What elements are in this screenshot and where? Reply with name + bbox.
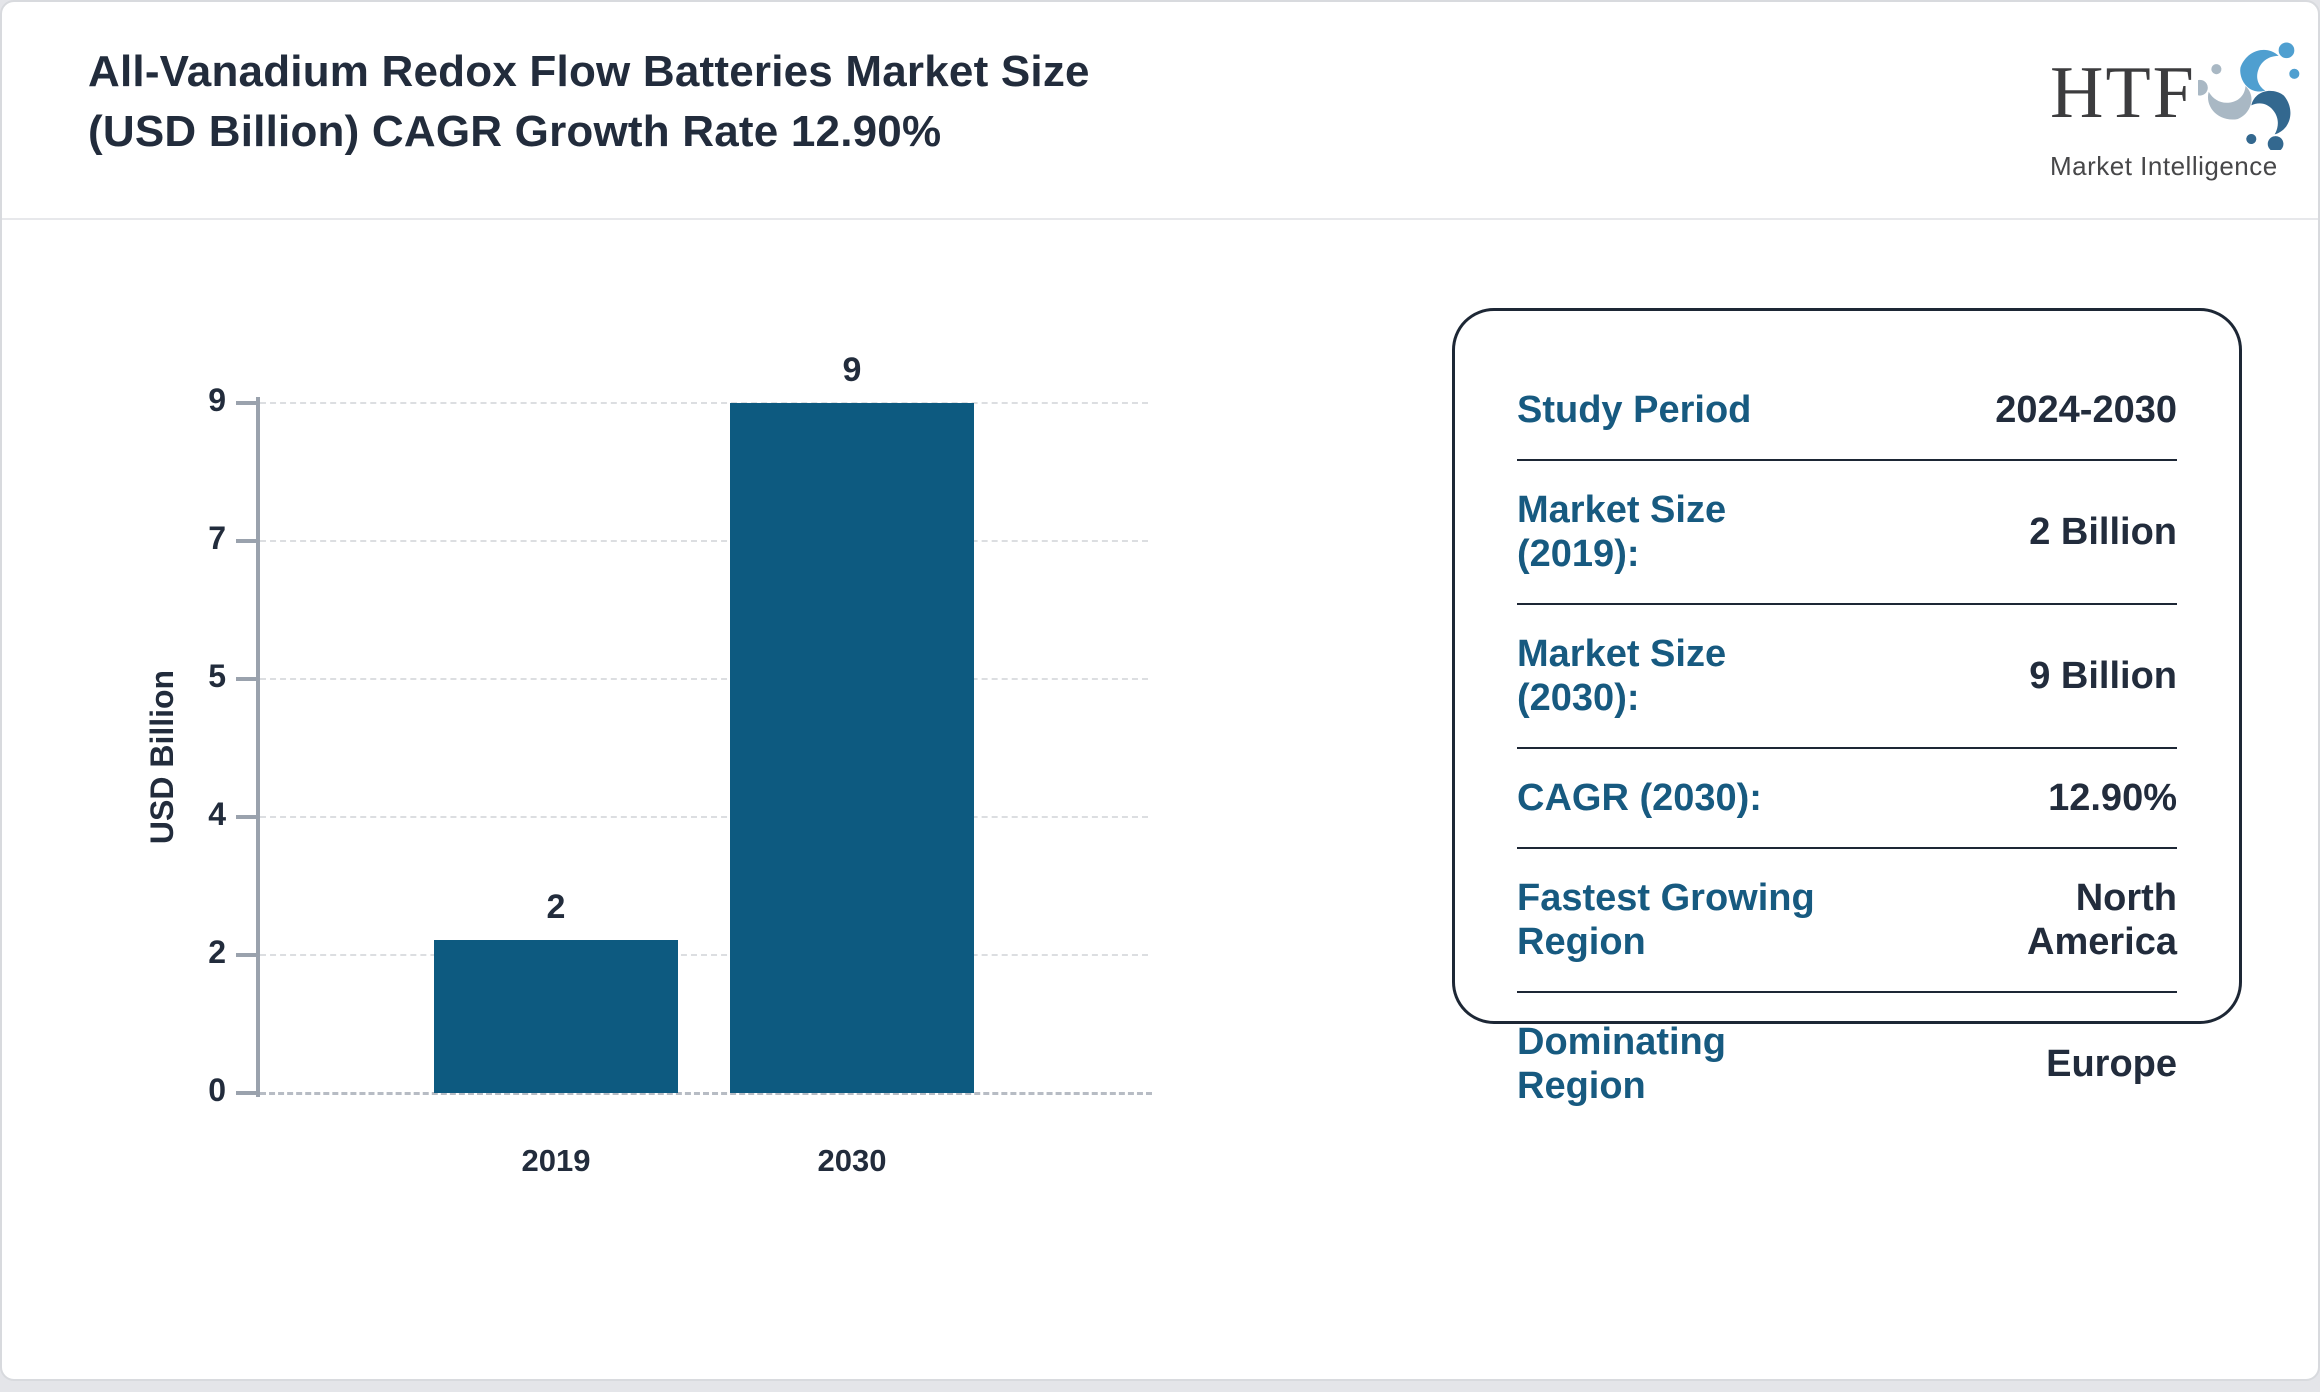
htf-logo: HTF — [2050, 38, 2300, 181]
summary-label: Market Size (2019): — [1517, 489, 1727, 575]
summary-value: 2024-2030 — [1995, 389, 2177, 431]
summary-label: Fastest Growing Region — [1517, 877, 1815, 963]
y-axis-title: USD Billion — [144, 669, 180, 845]
bar-value-label: 9 — [842, 351, 862, 389]
summary-label: Dominating Region — [1517, 1021, 1726, 1107]
summary-row-dominating-region: Dominating Region Europe — [1517, 993, 2177, 1135]
summary-value: 2 Billion — [2029, 511, 2177, 553]
page-title-line2: (USD Billion) CAGR Growth Rate 12.90% — [88, 107, 942, 156]
y-tick-mark — [236, 539, 256, 543]
summary-row-cagr: CAGR (2030): 12.90% — [1517, 749, 2177, 849]
logo-swirl-icon — [2191, 38, 2310, 155]
summary-label: CAGR (2030): — [1517, 777, 1762, 819]
summary-row-market-size-2030: Market Size (2030): 9 Billion — [1517, 605, 2177, 749]
gridline — [260, 954, 1148, 956]
gridline — [260, 402, 1148, 404]
market-summary-card: Study Period 2024-2030 Market Size (2019… — [1452, 308, 2242, 1107]
x-tick-label: 2019 — [521, 1143, 591, 1178]
y-tick-mark — [236, 1091, 256, 1095]
y-tick-mark — [236, 953, 256, 957]
bar-2019 — [434, 939, 678, 1093]
gridline — [260, 816, 1148, 818]
page-title-line1: All-Vanadium Redox Flow Batteries Market… — [88, 47, 1090, 96]
y-tick-label: 2 — [208, 934, 226, 970]
y-tick-label: 5 — [208, 658, 226, 694]
page-title: All-Vanadium Redox Flow Batteries Market… — [88, 42, 1090, 162]
summary-value: 9 Billion — [2029, 655, 2177, 697]
bar-2030 — [730, 403, 974, 1093]
y-tick-label: 4 — [208, 796, 226, 832]
y-axis-line — [256, 397, 260, 1097]
summary-value: North America — [2027, 877, 2177, 963]
y-tick-mark — [236, 401, 256, 405]
y-tick-mark — [236, 815, 256, 819]
summary-label: Market Size (2030): — [1517, 633, 1727, 719]
summary-row-study-period: Study Period 2024-2030 — [1517, 361, 2177, 461]
summary-row-fastest-growing-region: Fastest Growing Region North America — [1517, 849, 2177, 993]
summary-row-market-size-2019: Market Size (2019): 2 Billion — [1517, 461, 2177, 605]
gridline — [260, 678, 1148, 680]
summary-value: Europe — [2046, 1043, 2177, 1085]
header: All-Vanadium Redox Flow Batteries Market… — [2, 2, 2318, 220]
x-tick-label: 2030 — [817, 1143, 887, 1178]
logo-acronym: HTF — [2050, 52, 2196, 134]
gridline — [260, 540, 1148, 542]
bar-chart: 0 2 4 5 7 9 2 2019 9 2030 — [208, 351, 1152, 1178]
logo-subtitle: Market Intelligence — [2050, 151, 2278, 181]
y-tick-label: 9 — [208, 382, 226, 418]
bar-value-label: 2 — [546, 887, 566, 926]
summary-value: 12.90% — [2048, 777, 2177, 819]
y-tick-mark — [236, 677, 256, 681]
summary-label: Study Period — [1517, 389, 1752, 431]
gridline — [260, 1092, 1152, 1095]
y-tick-label: 7 — [208, 520, 226, 556]
y-tick-label: 0 — [208, 1072, 226, 1108]
header-divider — [2, 218, 2318, 220]
